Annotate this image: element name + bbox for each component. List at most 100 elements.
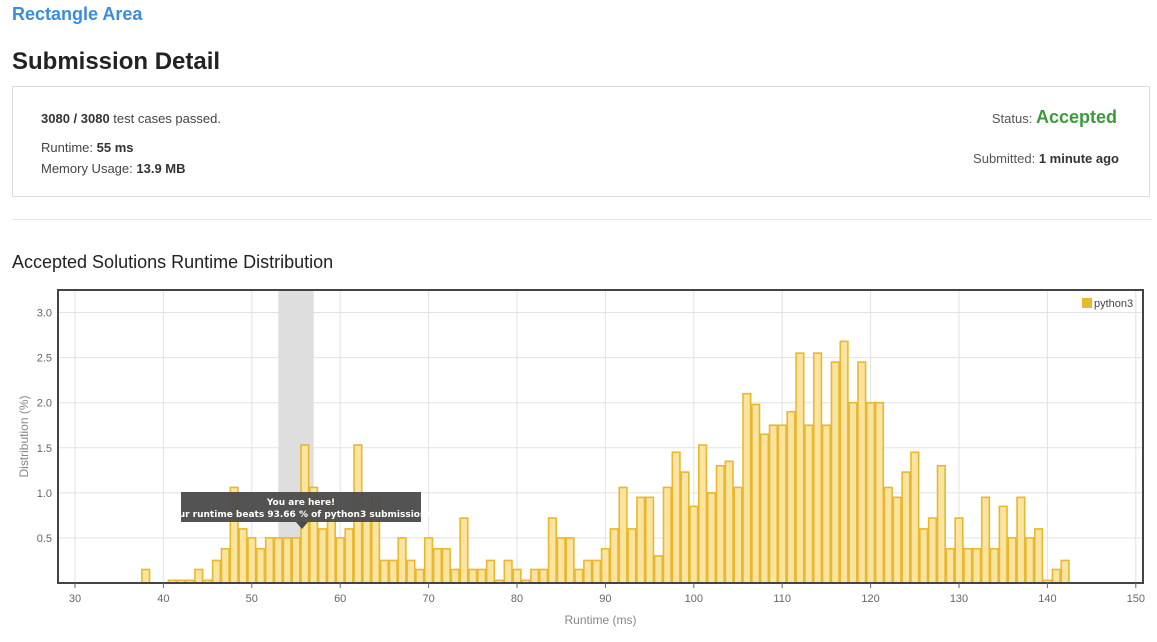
histogram-bar[interactable] (609, 528, 619, 584)
histogram-bar[interactable] (830, 361, 840, 584)
histogram-bar[interactable] (459, 517, 469, 584)
histogram-bar[interactable] (839, 340, 849, 584)
histogram-bar[interactable] (963, 547, 973, 584)
histogram-bar[interactable] (238, 528, 248, 584)
histogram-bar[interactable] (980, 496, 991, 584)
histogram-bar[interactable] (1060, 559, 1070, 584)
histogram-bar[interactable] (936, 465, 946, 584)
histogram-bar[interactable] (441, 547, 451, 584)
histogram-bar[interactable] (344, 528, 354, 584)
chart-legend[interactable]: python3 (1082, 298, 1133, 310)
histogram-bar[interactable] (415, 568, 425, 584)
histogram-bar[interactable] (468, 568, 478, 584)
histogram-bar[interactable] (945, 547, 955, 584)
histogram-bar[interactable] (627, 528, 637, 584)
histogram-bar[interactable] (247, 537, 257, 584)
histogram-bar[interactable] (901, 471, 911, 584)
x-tick-label: 30 (69, 593, 81, 605)
submitted-line: Submitted: 1 minute ago (973, 151, 1119, 166)
histogram-bar[interactable] (406, 559, 416, 584)
histogram-bar[interactable] (273, 537, 283, 584)
histogram-bar[interactable] (530, 568, 540, 584)
histogram-bar[interactable] (724, 460, 734, 584)
histogram-bar[interactable] (919, 528, 929, 584)
histogram-bar[interactable] (751, 403, 761, 584)
histogram-bar[interactable] (256, 547, 266, 584)
problem-link[interactable]: Rectangle Area (12, 4, 143, 24)
runtime-distribution-chart[interactable]: 30 40 50 60 70 80 90 100 110 120 130 140 150 0.5 1.0 1.… (0, 282, 1157, 634)
y-tick-label: 3.0 (37, 308, 52, 320)
histogram-bar[interactable] (1007, 537, 1017, 584)
histogram-bar[interactable] (812, 352, 823, 584)
histogram-bar[interactable] (317, 528, 328, 584)
histogram-bar[interactable] (141, 568, 151, 584)
histogram-bar[interactable] (653, 555, 664, 584)
histogram-bar[interactable] (547, 517, 557, 584)
histogram-bar[interactable] (883, 486, 893, 584)
histogram-bar[interactable] (1033, 528, 1044, 584)
histogram-bar[interactable] (804, 424, 814, 584)
histogram-bar[interactable] (556, 537, 566, 584)
histogram-bar[interactable] (795, 352, 805, 584)
histogram-bar[interactable] (972, 547, 982, 584)
histogram-bar[interactable] (874, 401, 885, 584)
histogram-bar[interactable] (583, 559, 593, 584)
histogram-bar[interactable] (485, 559, 496, 584)
histogram-bar[interactable] (733, 486, 743, 584)
histogram-bar[interactable] (910, 451, 920, 584)
status-label: Status: (991, 111, 1036, 126)
histogram-bar[interactable] (662, 486, 672, 584)
histogram-bar[interactable] (565, 537, 575, 584)
histogram-bar[interactable] (865, 401, 876, 584)
histogram-bar[interactable] (503, 559, 513, 584)
histogram-bar[interactable] (600, 547, 611, 584)
histogram-bar[interactable] (574, 568, 584, 584)
histogram-bar[interactable] (892, 496, 902, 584)
histogram-bar[interactable] (768, 424, 778, 584)
histogram-bar[interactable] (220, 547, 230, 584)
histogram-bar[interactable] (291, 537, 301, 584)
histogram-bar[interactable] (450, 568, 460, 584)
histogram-bar[interactable] (388, 559, 398, 584)
histogram-bar[interactable] (379, 559, 390, 584)
histogram-bar[interactable] (671, 451, 681, 584)
histogram-bar[interactable] (282, 537, 292, 584)
histogram-bar[interactable] (591, 559, 602, 584)
histogram-bar[interactable] (786, 410, 796, 584)
histogram-bar[interactable] (689, 505, 699, 584)
memory-value: 13.9 MB (136, 161, 186, 176)
histogram-bar[interactable] (954, 517, 964, 584)
histogram-bar[interactable] (644, 496, 655, 584)
histogram-bar[interactable] (715, 465, 725, 584)
histogram-bar[interactable] (194, 568, 204, 584)
histogram-bar[interactable] (423, 537, 434, 584)
histogram-bar[interactable] (680, 471, 690, 584)
histogram-bar[interactable] (397, 537, 407, 584)
histogram-bar[interactable] (512, 568, 522, 584)
histogram-bar[interactable] (706, 492, 717, 584)
histogram-bar[interactable] (1051, 568, 1061, 584)
histogram-bar[interactable] (264, 537, 275, 584)
histogram-bar[interactable] (989, 547, 999, 584)
histogram-bar[interactable] (335, 537, 345, 584)
histogram-bar[interactable] (857, 361, 867, 584)
histogram-bar[interactable] (538, 568, 549, 584)
status-badge[interactable]: Accepted (1035, 107, 1117, 127)
histogram-bar[interactable] (998, 505, 1008, 584)
histogram-bar[interactable] (777, 424, 787, 584)
histogram-bar[interactable] (477, 568, 487, 584)
histogram-bar[interactable] (432, 547, 443, 584)
histogram-bar[interactable] (618, 486, 628, 584)
histogram-bar[interactable] (698, 444, 708, 584)
histogram-bar[interactable] (636, 496, 646, 584)
histogram-bar[interactable] (927, 517, 938, 584)
histogram-bar[interactable] (848, 401, 858, 584)
tooltip-arrow (296, 522, 308, 529)
histogram-bar[interactable] (742, 392, 752, 584)
histogram-bar[interactable] (821, 424, 832, 584)
histogram-bar[interactable] (759, 433, 770, 584)
histogram-bar[interactable] (1016, 496, 1026, 584)
histogram-bar[interactable] (1025, 537, 1035, 584)
y-tick-label: 1.5 (37, 443, 52, 455)
histogram-bar[interactable] (211, 559, 222, 584)
